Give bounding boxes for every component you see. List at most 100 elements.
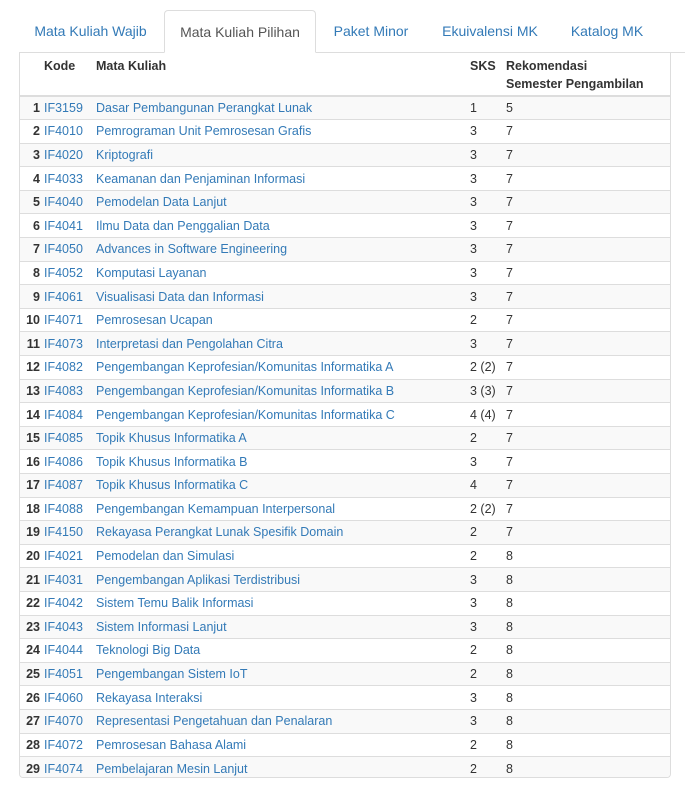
course-semester: 8 bbox=[506, 708, 670, 734]
course-code-link[interactable]: IF4020 bbox=[44, 147, 83, 162]
tab-ekuivalensi-mk[interactable]: Ekuivalensi MK bbox=[442, 23, 538, 39]
course-name-cell: Pemodelan dan Simulasi bbox=[96, 543, 470, 568]
course-name-link[interactable]: Keamanan dan Penjaminan Informasi bbox=[96, 171, 306, 186]
course-code-link[interactable]: IF4021 bbox=[44, 549, 83, 564]
course-semester: 7 bbox=[506, 166, 670, 191]
course-name-link[interactable]: Kriptografi bbox=[96, 147, 153, 162]
course-code-link[interactable]: IF4074 bbox=[44, 761, 83, 776]
tab-mata-kuliah-wajib[interactable]: Mata Kuliah Wajib bbox=[34, 23, 147, 39]
table-row: 22 IF4042 Sistem Temu Balik Informasi 3 8 bbox=[20, 590, 670, 616]
course-sks: 2 (2) bbox=[470, 496, 506, 521]
table-row: 24 IF4044 Teknologi Big Data 2 8 bbox=[20, 638, 670, 663]
course-name-cell: Advances in Software Engineering bbox=[96, 237, 470, 262]
course-code-link[interactable]: IF4051 bbox=[44, 667, 83, 682]
course-code-cell: IF4074 bbox=[44, 756, 96, 777]
course-name-link[interactable]: Dasar Pembangunan Perangkat Lunak bbox=[96, 101, 313, 116]
course-name-link[interactable]: Ilmu Data dan Penggalian Data bbox=[96, 218, 270, 233]
course-code-link[interactable]: IF3159 bbox=[44, 101, 83, 116]
course-code-link[interactable]: IF4087 bbox=[44, 478, 83, 493]
course-code-link[interactable]: IF4085 bbox=[44, 431, 83, 446]
course-code-link[interactable]: IF4071 bbox=[44, 313, 83, 328]
course-name-cell: Pengembangan Kemampuan Interpersonal bbox=[96, 496, 470, 521]
course-name-link[interactable]: Advances in Software Engineering bbox=[96, 242, 288, 257]
row-number: 10 bbox=[20, 307, 44, 332]
row-number: 23 bbox=[20, 614, 44, 639]
course-code-link[interactable]: IF4052 bbox=[44, 265, 83, 280]
course-code-link[interactable]: IF4070 bbox=[44, 714, 83, 729]
course-name-link[interactable]: Topik Khusus Informatika A bbox=[96, 431, 247, 446]
course-name-link[interactable]: Topik Khusus Informatika C bbox=[96, 478, 249, 493]
course-name-link[interactable]: Pengembangan Keprofesian/Komunitas Infor… bbox=[96, 383, 395, 398]
course-name-cell: Topik Khusus Informatika B bbox=[96, 449, 470, 474]
course-semester: 8 bbox=[506, 756, 670, 777]
course-name-link[interactable]: Pemrograman Unit Pemrosesan Grafis bbox=[96, 124, 312, 139]
course-name-link[interactable]: Rekayasa Perangkat Lunak Spesifik Domain bbox=[96, 525, 344, 540]
course-code-link[interactable]: IF4088 bbox=[44, 501, 83, 516]
course-code-link[interactable]: IF4033 bbox=[44, 171, 83, 186]
course-name-link[interactable]: Interpretasi dan Pengolahan Citra bbox=[96, 336, 283, 351]
course-semester: 7 bbox=[506, 142, 670, 167]
tab-mata-kuliah-pilihan[interactable]: Mata Kuliah Pilihan bbox=[164, 10, 316, 53]
course-name-link[interactable]: Representasi Pengetahuan dan Penalaran bbox=[96, 714, 333, 729]
table-row: 18 IF4088 Pengembangan Kemampuan Interpers… bbox=[20, 496, 670, 521]
course-code-link[interactable]: IF4072 bbox=[44, 737, 83, 752]
course-code-link[interactable]: IF4061 bbox=[44, 289, 83, 304]
course-name-link[interactable]: Komputasi Layanan bbox=[96, 265, 207, 280]
course-name-link[interactable]: Pengembangan Keprofesian/Komunitas Infor… bbox=[96, 360, 394, 375]
course-name-link[interactable]: Pengembangan Keprofesian/Komunitas Infor… bbox=[96, 407, 395, 422]
course-sks: 3 bbox=[470, 166, 506, 191]
course-name-cell: Dasar Pembangunan Perangkat Lunak bbox=[96, 95, 470, 120]
course-name-link[interactable]: Pemrosesan Ucapan bbox=[96, 313, 213, 328]
course-code-link[interactable]: IF4031 bbox=[44, 572, 83, 587]
course-code-link[interactable]: IF4041 bbox=[44, 218, 83, 233]
course-name-cell: Sistem Temu Balik Informasi bbox=[96, 590, 470, 616]
row-number: 27 bbox=[20, 708, 44, 734]
course-code-cell: IF4052 bbox=[44, 260, 96, 285]
course-sks: 2 bbox=[470, 638, 506, 663]
course-name-link[interactable]: Topik Khusus Informatika B bbox=[96, 454, 248, 469]
course-name-link[interactable]: Visualisasi Data dan Informasi bbox=[96, 289, 264, 304]
course-semester: 7 bbox=[506, 520, 670, 545]
table-row: 9 IF4061 Visualisasi Data dan Informasi 3 7 bbox=[20, 284, 670, 309]
row-number: 8 bbox=[20, 260, 44, 285]
row-number: 14 bbox=[20, 402, 44, 427]
tab-katalog-mk[interactable]: Katalog MK bbox=[570, 23, 644, 39]
course-name-link[interactable]: Pemodelan Data Lanjut bbox=[96, 195, 227, 210]
row-number: 18 bbox=[20, 496, 44, 521]
course-code-link[interactable]: IF4150 bbox=[44, 525, 83, 540]
course-code-link[interactable]: IF4010 bbox=[44, 124, 83, 139]
row-number: 11 bbox=[20, 331, 44, 356]
course-code-cell: IF4033 bbox=[44, 166, 96, 191]
course-name-link[interactable]: Pembelajaran Mesin Lanjut bbox=[96, 761, 248, 776]
table-row: 7 IF4050 Advances in Software Engineering 3… bbox=[20, 237, 670, 262]
header-number bbox=[20, 53, 44, 97]
course-code-cell: IF4020 bbox=[44, 142, 96, 167]
course-name-link[interactable]: Sistem Temu Balik Informasi bbox=[96, 596, 254, 611]
course-name-link[interactable]: Sistem Informasi Lanjut bbox=[96, 619, 227, 634]
course-code-link[interactable]: IF4043 bbox=[44, 619, 83, 634]
course-code-link[interactable]: IF4082 bbox=[44, 360, 83, 375]
course-sks: 3 bbox=[470, 189, 506, 214]
course-code-link[interactable]: IF4073 bbox=[44, 336, 83, 351]
tab-paket-minor[interactable]: Paket Minor bbox=[333, 23, 409, 39]
course-code-link[interactable]: IF4040 bbox=[44, 195, 83, 210]
course-code-link[interactable]: IF4042 bbox=[44, 596, 83, 611]
course-code-cell: IF4088 bbox=[44, 496, 96, 521]
course-code-link[interactable]: IF4084 bbox=[44, 407, 83, 422]
row-number: 16 bbox=[20, 449, 44, 474]
course-name-link[interactable]: Pengembangan Kemampuan Interpersonal bbox=[96, 501, 336, 516]
course-code-link[interactable]: IF4060 bbox=[44, 690, 83, 705]
course-code-link[interactable]: IF4044 bbox=[44, 643, 83, 658]
course-name-link[interactable]: Rekayasa Interaksi bbox=[96, 690, 203, 705]
course-semester: 8 bbox=[506, 661, 670, 686]
course-code-cell: IF4085 bbox=[44, 425, 96, 450]
course-name-link[interactable]: Pengembangan Sistem IoT bbox=[96, 667, 248, 682]
course-name-link[interactable]: Pemrosesan Bahasa Alami bbox=[96, 737, 247, 752]
course-code-link[interactable]: IF4086 bbox=[44, 454, 83, 469]
course-code-link[interactable]: IF4050 bbox=[44, 242, 83, 257]
course-code-link[interactable]: IF4083 bbox=[44, 383, 83, 398]
course-sks: 4 (4) bbox=[470, 402, 506, 427]
course-name-link[interactable]: Pengembangan Aplikasi Terdistribusi bbox=[96, 572, 301, 587]
course-name-link[interactable]: Teknologi Big Data bbox=[96, 643, 201, 658]
course-name-link[interactable]: Pemodelan dan Simulasi bbox=[96, 549, 235, 564]
